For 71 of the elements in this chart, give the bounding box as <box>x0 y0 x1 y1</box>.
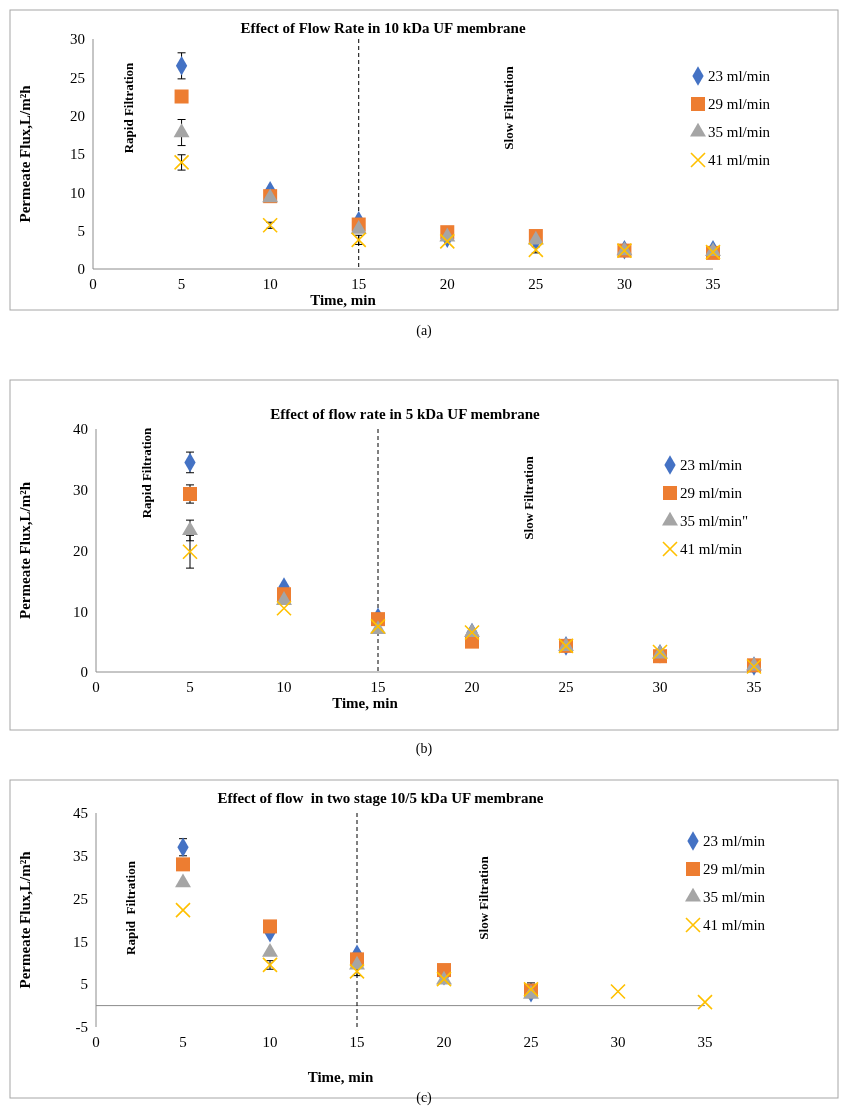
legend-label: 23 ml/min <box>708 68 771 85</box>
x-tick-label: 15 <box>370 679 386 695</box>
y-tick-label: 15 <box>73 933 88 950</box>
x-tick-label: 35 <box>746 679 762 695</box>
y-tick-label: 40 <box>73 421 88 438</box>
x-tick-label: 0 <box>92 679 100 695</box>
annotation: Rapid Filtration <box>123 860 138 955</box>
x-tick-label: 25 <box>528 276 544 292</box>
legend-label: 41 ml/min <box>708 152 771 169</box>
x-tick-label: 15 <box>351 276 367 292</box>
legend-label: 35 ml/min" <box>680 513 749 530</box>
x-tick-label: 0 <box>92 1034 100 1050</box>
x-axis-title: Time, min <box>307 1069 374 1085</box>
y-tick-label: 25 <box>70 69 85 86</box>
x-tick-label: 20 <box>439 276 455 292</box>
y-tick-label: 0 <box>77 261 85 278</box>
x-tick-label: 30 <box>652 679 668 695</box>
x-tick-label: 5 <box>177 276 186 292</box>
x-tick-label: 20 <box>464 679 480 695</box>
x-tick-label: 15 <box>349 1034 365 1050</box>
legend-label: 35 ml/min <box>708 124 771 141</box>
x-tick-label: 5 <box>186 679 194 695</box>
y-tick-label: 20 <box>73 542 88 559</box>
legend-label: 41 ml/min <box>680 541 743 558</box>
text: (b) <box>415 741 433 757</box>
legend-label: 41 ml/min <box>703 917 766 934</box>
x-tick-label: 10 <box>262 1034 278 1050</box>
y-tick-label: 25 <box>73 890 88 907</box>
chart-title: Effect of flow rate in 5 kDa UF membrane <box>270 406 541 422</box>
x-tick-label: 30 <box>610 1034 626 1050</box>
annotation: Slow Filtration <box>501 65 516 150</box>
y-axis-title: Permeate Flux,L/m²h <box>17 850 33 989</box>
x-tick-label: 10 <box>262 276 278 292</box>
y-tick-label: 5 <box>80 976 88 993</box>
chart-title: Effect of flow in two stage 10/5 kDa UF membrane <box>217 790 544 806</box>
text: (c) <box>416 1090 433 1106</box>
x-tick-label: 35 <box>705 276 721 292</box>
y-tick-label: 20 <box>70 107 85 124</box>
y-tick-label: 0 <box>80 664 88 681</box>
y-tick-label: 10 <box>70 184 85 201</box>
y-axis-title: Permeate Flux,L/m²h <box>17 481 33 619</box>
y-tick-label: 30 <box>70 31 85 48</box>
y-tick-label: -5 <box>75 1019 88 1036</box>
y-tick-label: 5 <box>77 222 85 239</box>
legend-label: 35 ml/min <box>703 889 766 906</box>
legend-label: 29 ml/min <box>680 485 743 502</box>
y-tick-label: 15 <box>70 146 85 163</box>
x-tick-label: 25 <box>523 1034 539 1050</box>
y-tick-label: 35 <box>73 848 88 865</box>
x-tick-label: 10 <box>276 679 292 695</box>
x-tick-label: 20 <box>436 1034 452 1050</box>
x-tick-label: 35 <box>697 1034 713 1050</box>
legend-label: 23 ml/min <box>680 457 743 474</box>
y-axis-title: Permeate Flux,L/m²h <box>17 84 33 223</box>
x-tick-label: 25 <box>558 679 574 695</box>
annotation: Slow Filtration <box>476 855 491 940</box>
annotation: Slow Filtration <box>521 455 536 540</box>
x-tick-label: 5 <box>179 1034 187 1050</box>
text: (a) <box>416 323 433 339</box>
y-tick-label: 45 <box>73 805 88 822</box>
x-axis-title: Time, min <box>310 292 377 308</box>
legend-label: 23 ml/min <box>703 833 766 850</box>
annotation: Rapid Filtration <box>139 426 154 519</box>
legend-label: 29 ml/min <box>708 96 771 113</box>
annotation: Rapid Filtration <box>121 61 136 154</box>
legend-label: 29 ml/min <box>703 861 766 878</box>
chart-title: Effect of Flow Rate in 10 kDa UF membrane <box>240 20 526 36</box>
y-tick-label: 10 <box>73 603 88 620</box>
x-tick-label: 30 <box>616 276 632 292</box>
y-tick-label: 30 <box>73 482 88 498</box>
x-axis-title: Time, min <box>332 695 399 711</box>
